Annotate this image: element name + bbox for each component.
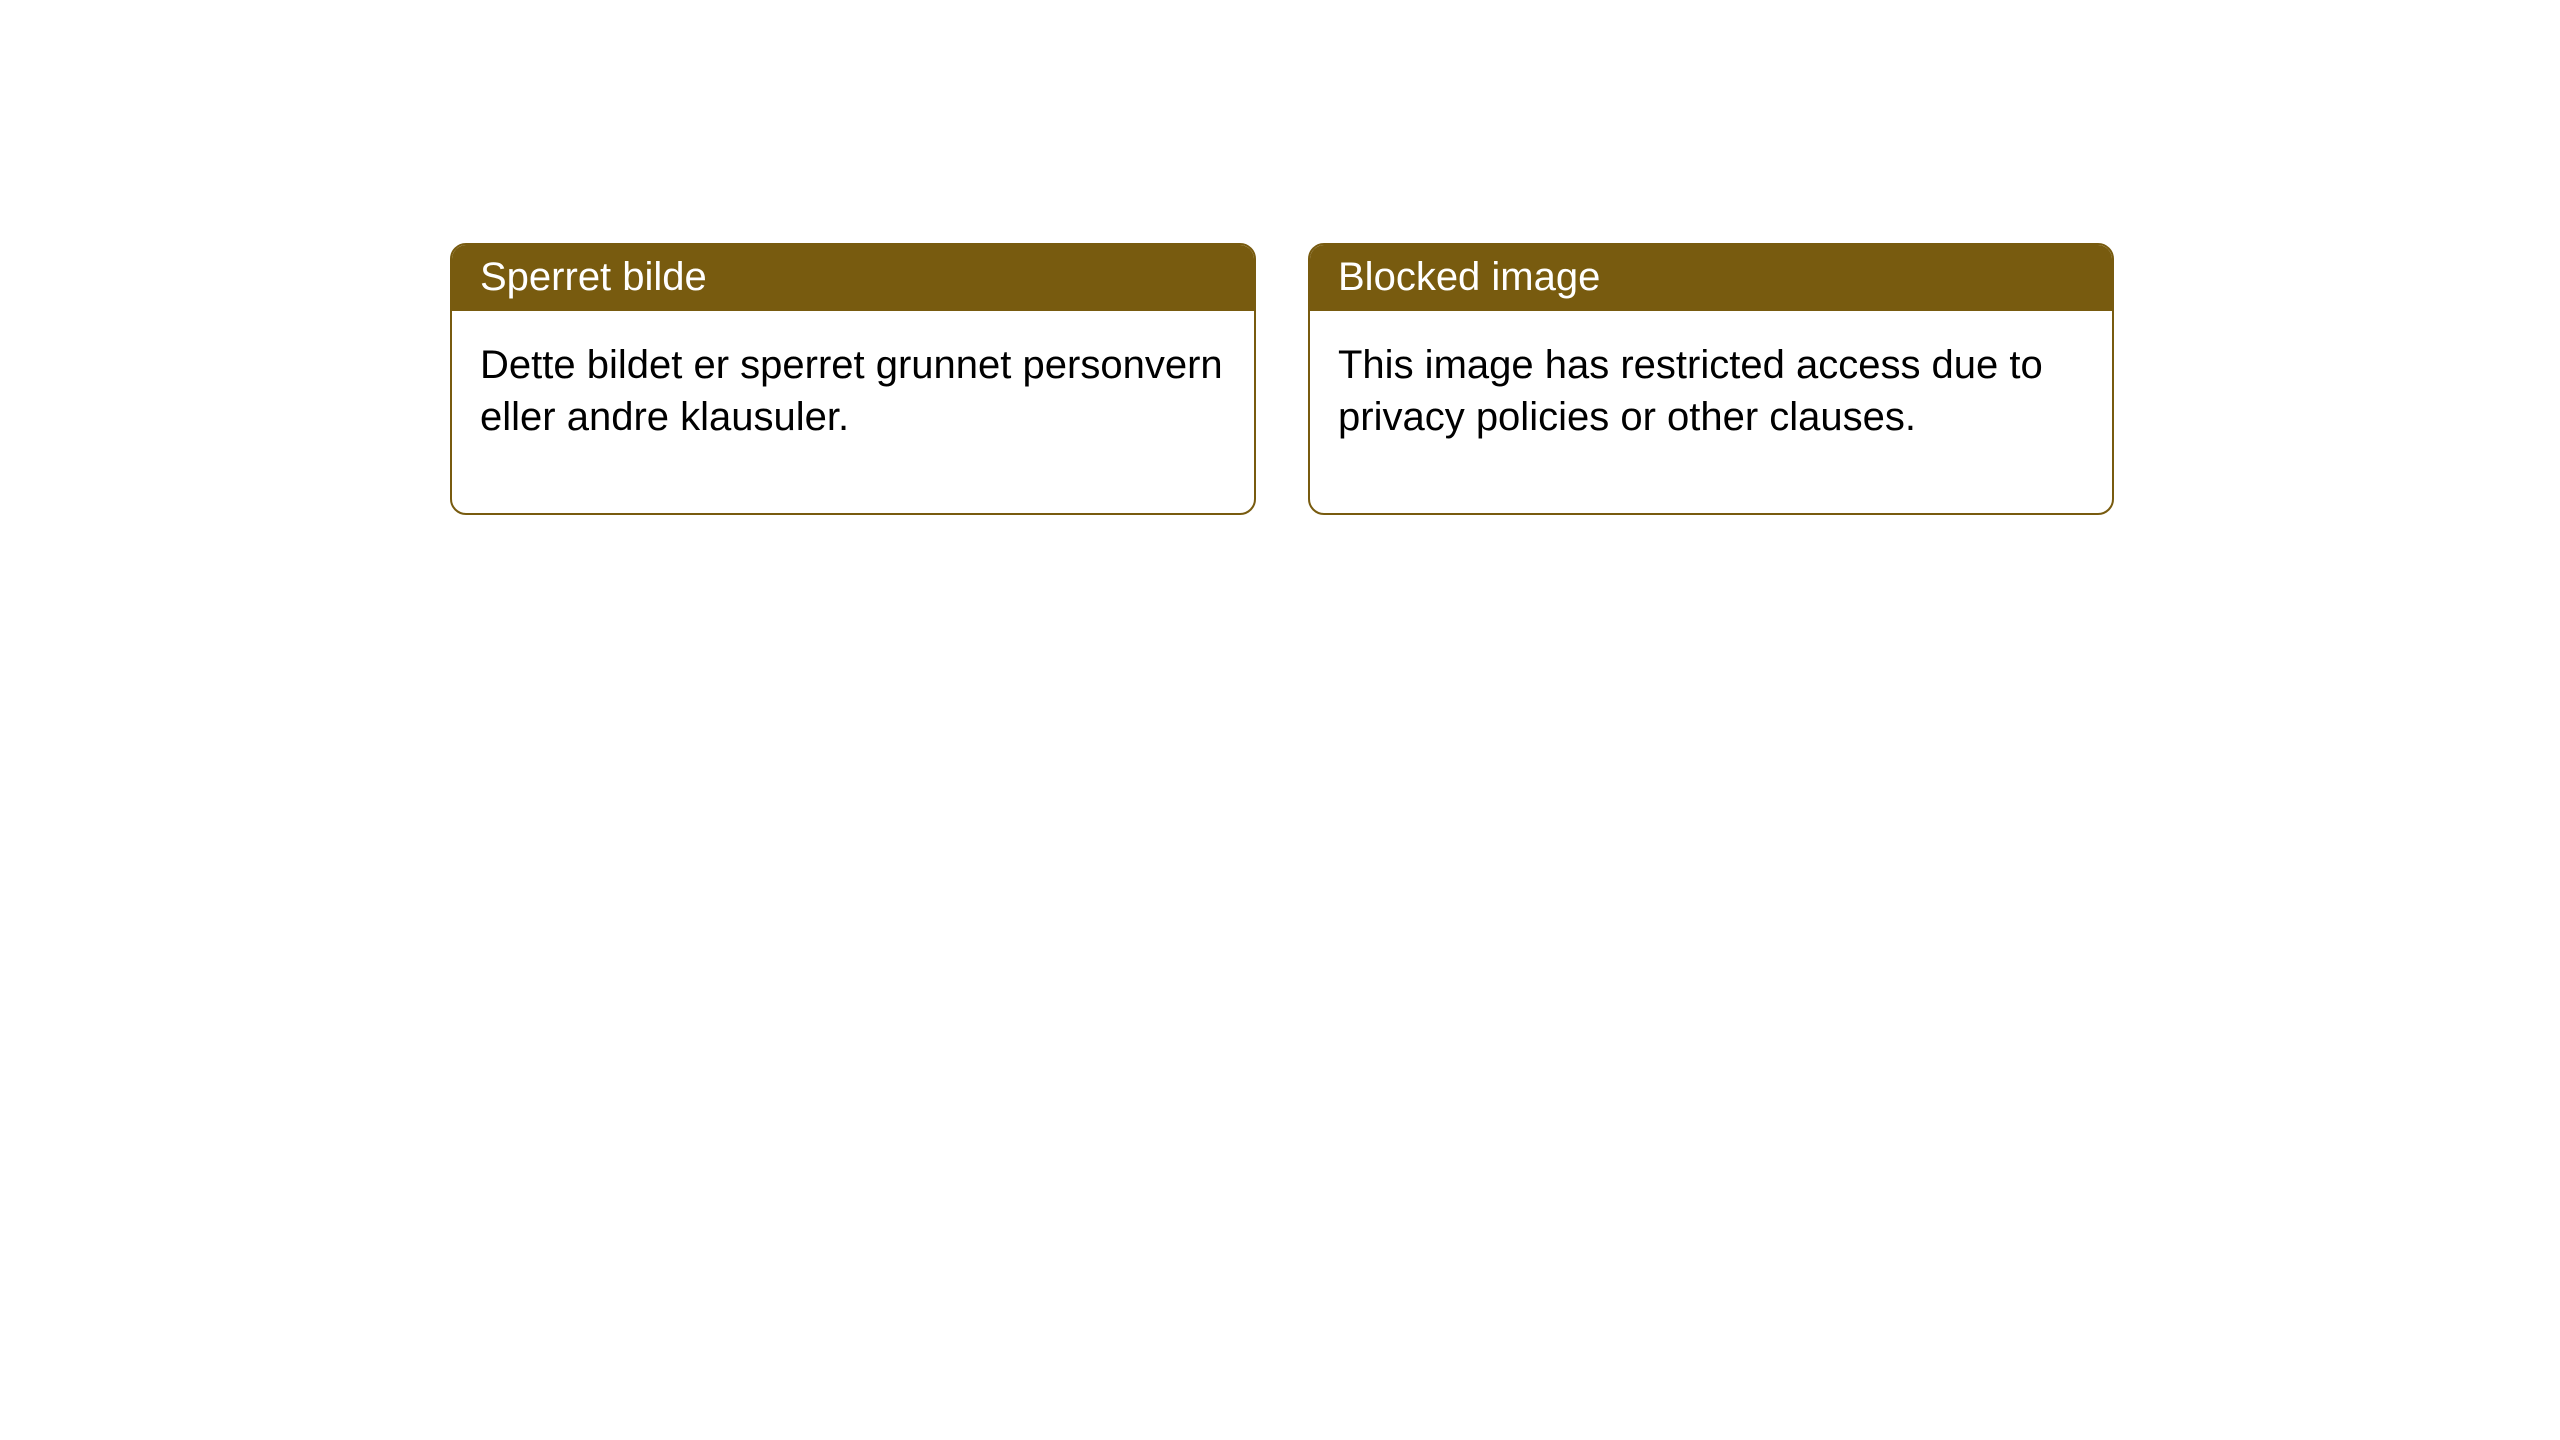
notice-header: Sperret bilde	[452, 245, 1254, 311]
notice-body: Dette bildet er sperret grunnet personve…	[452, 311, 1254, 513]
notice-body: This image has restricted access due to …	[1310, 311, 2112, 513]
notice-box-english: Blocked image This image has restricted …	[1308, 243, 2114, 515]
notice-text: This image has restricted access due to …	[1338, 343, 2043, 439]
notice-header: Blocked image	[1310, 245, 2112, 311]
notice-box-norwegian: Sperret bilde Dette bildet er sperret gr…	[450, 243, 1256, 515]
notice-container: Sperret bilde Dette bildet er sperret gr…	[450, 243, 2114, 515]
notice-title: Sperret bilde	[480, 255, 707, 299]
notice-title: Blocked image	[1338, 255, 1600, 299]
notice-text: Dette bildet er sperret grunnet personve…	[480, 343, 1223, 439]
